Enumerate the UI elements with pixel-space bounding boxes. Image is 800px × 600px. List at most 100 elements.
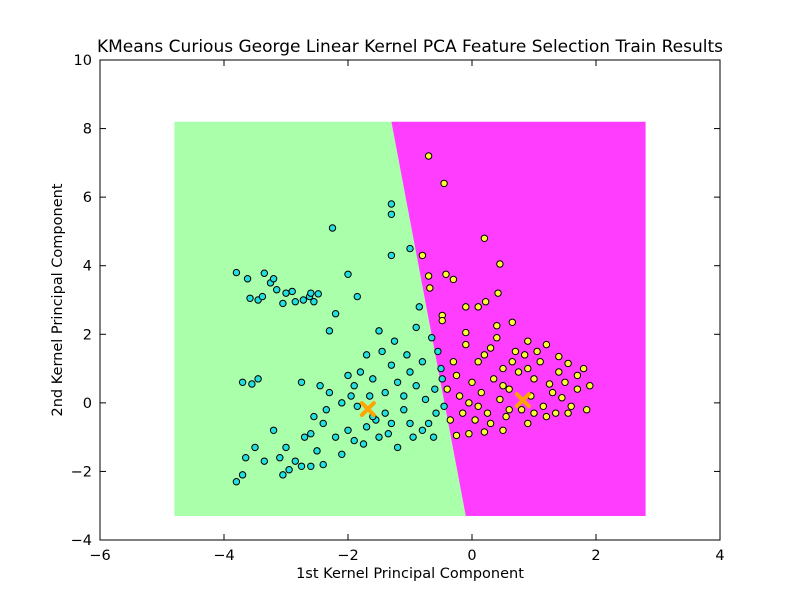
data-point-cluster-0 [406,244,414,253]
data-point-cluster-1 [548,388,557,397]
data-point-cluster-1 [483,409,492,417]
data-point-cluster-1 [462,303,470,311]
data-point-cluster-1 [486,344,495,352]
data-point-cluster-0 [429,433,438,441]
chart-title: KMeans Curious George Linear Kernel PCA … [97,37,723,57]
data-point-cluster-1 [524,419,532,428]
data-point-cluster-0 [438,375,446,383]
data-point-cluster-1 [490,375,498,383]
data-point-cluster-0 [400,392,408,400]
data-point-cluster-0 [285,466,293,474]
data-point-cluster-1 [561,378,569,386]
data-point-cluster-0 [288,287,296,296]
plot-area [174,121,646,516]
data-point-cluster-1 [449,275,458,284]
data-point-cluster-0 [325,388,334,397]
y-tick-label: 0 [83,396,92,412]
data-point-cluster-0 [297,378,306,386]
data-point-cluster-1 [480,428,489,436]
data-point-cluster-0 [319,460,327,469]
x-tick-label: −6 [89,548,110,564]
data-point-cluster-0 [307,430,315,438]
data-point-cluster-0 [384,430,392,438]
data-point-cluster-0 [251,443,259,452]
data-point-cluster-0 [344,270,352,278]
data-point-cluster-1 [564,359,572,368]
data-point-cluster-0 [432,409,440,417]
centroid-marker-1 [514,392,531,409]
data-point-cluster-1 [465,399,473,407]
data-point-cluster-0 [347,392,355,400]
data-point-cluster-1 [564,409,572,417]
data-point-cluster-0 [276,454,284,462]
data-point-cluster-0 [387,419,396,428]
data-point-cluster-1 [493,322,501,330]
centroid-marker-0 [359,401,376,418]
data-point-cluster-0 [300,433,309,441]
plot-frame [99,59,721,541]
data-point-cluster-1 [521,351,529,359]
y-tick-label: 4 [83,259,92,275]
data-point-cluster-0 [232,268,241,277]
data-point-cluster-0 [297,462,306,470]
data-point-cluster-1 [555,368,563,376]
data-point-cluster-0 [291,457,299,465]
data-point-cluster-1 [455,392,464,400]
data-point-cluster-0 [428,334,436,342]
data-point-cluster-1 [505,385,513,393]
data-point-cluster-0 [338,399,346,407]
y-tick-label: 2 [83,327,92,343]
data-point-cluster-1 [552,409,560,417]
data-point-cluster-1 [573,371,582,380]
data-point-cluster-1 [558,394,566,402]
decision-region-cluster-0 [174,121,466,516]
data-point-cluster-1 [530,409,538,417]
data-point-cluster-0 [403,351,411,359]
data-point-cluster-0 [362,351,371,359]
data-point-cluster-0 [393,443,402,452]
data-point-cluster-1 [493,334,501,342]
y-tick-label: 6 [83,190,92,206]
data-point-cluster-0 [279,471,287,479]
data-point-cluster-1 [539,402,547,410]
data-point-cluster-0 [437,364,445,373]
data-point-cluster-1 [424,152,433,160]
data-point-cluster-0 [279,299,287,308]
data-point-cluster-1 [499,426,507,434]
data-point-cluster-0 [331,310,340,318]
decision-region-cluster-1 [391,121,646,516]
data-point-cluster-1 [481,298,490,306]
data-point-cluster-0 [238,471,247,479]
data-point-cluster-1 [579,364,588,373]
data-point-cluster-0 [406,419,414,428]
data-point-cluster-1 [530,375,538,383]
data-point-cluster-0 [387,251,396,260]
data-point-cluster-0 [412,382,420,390]
data-point-cluster-0 [424,419,433,428]
data-point-cluster-1 [517,406,526,414]
data-point-cluster-0 [322,406,330,414]
centroid-stroke [514,392,531,409]
data-point-cluster-0 [260,457,268,465]
data-point-cluster-0 [246,294,254,302]
data-point-cluster-0 [254,375,262,383]
y-tick-label: −4 [71,533,92,549]
data-point-cluster-1 [573,385,582,393]
data-point-cluster-1 [496,260,504,268]
data-point-cluster-0 [310,298,318,306]
data-point-cluster-0 [418,426,427,434]
data-point-cluster-0 [307,289,315,297]
data-point-cluster-1 [586,382,594,390]
data-point-cluster-0 [338,450,346,458]
data-point-cluster-0 [434,347,442,356]
data-point-cluster-0 [310,412,318,421]
data-point-cluster-1 [480,351,489,359]
data-point-cluster-0 [375,433,383,441]
data-point-cluster-1 [486,419,495,428]
data-point-cluster-0 [282,289,290,297]
data-point-cluster-1 [524,364,532,373]
data-point-cluster-0 [269,426,278,434]
data-point-cluster-1 [524,337,532,345]
data-point-cluster-0 [242,454,250,462]
data-point-cluster-0 [393,378,402,386]
